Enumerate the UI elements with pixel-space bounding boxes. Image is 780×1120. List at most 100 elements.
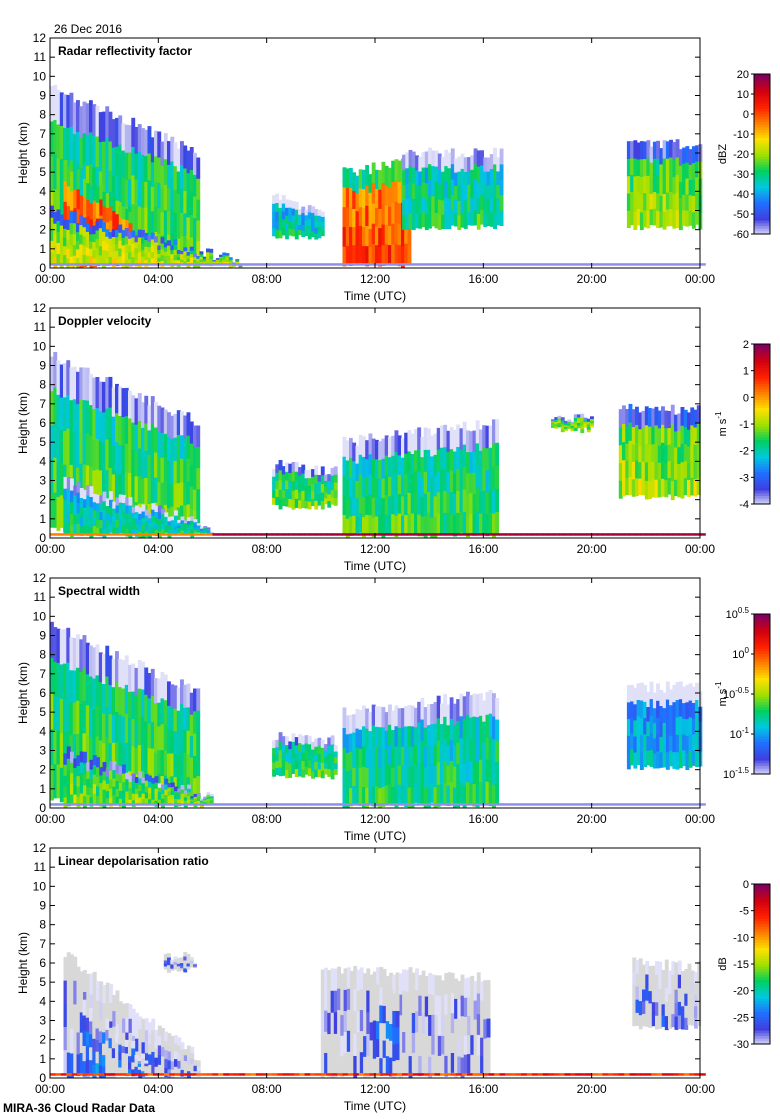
echo-cell [151,793,156,800]
clutter-cell [185,1073,192,1076]
echo-cell [189,443,194,466]
echo-cell [183,1060,188,1067]
echo-cell [138,1040,143,1054]
echo-cell [173,959,178,963]
echo-cell [187,523,191,528]
echo-cell [358,493,363,514]
echo-cell [115,236,119,245]
echo-cell [115,1042,119,1052]
echo-cell [483,999,488,1020]
echo-cell [72,102,77,135]
echo-cell [391,767,395,787]
echo-cell [408,213,413,230]
echo-cell [437,199,442,215]
echo-cell [560,417,565,421]
echo-cell [577,425,581,429]
echo-cell [681,971,685,984]
echo-cell [630,748,634,766]
echo-cell [99,511,104,521]
echo-cell [483,198,488,214]
echo-cell [170,968,175,971]
echo-cell [170,1060,175,1070]
colorbar-cell [754,188,770,192]
echo-cell [368,786,373,806]
clutter-cell [77,803,83,806]
echo-cell [118,517,123,526]
echo-cell [56,124,61,159]
colorbar-cell [754,357,770,361]
echo-cell [144,797,149,805]
echo-cell [202,260,207,263]
echo-cell [631,444,636,462]
echo-cell [193,196,197,219]
clutter-cell [510,533,517,536]
echo-cell [643,141,647,160]
echo-cell [157,1035,162,1046]
echo-cell [669,191,673,209]
x-tick-label: 08:00 [252,542,282,556]
colorbar-cell [754,215,770,219]
echo-cell [96,494,100,504]
colorbar-cell [754,956,770,960]
echo-cell [496,157,501,172]
echo-cell [362,786,366,808]
echo-cell [187,1058,191,1065]
clutter-cell [499,803,506,806]
clutter-cell [635,533,641,536]
echo-cell [499,210,504,226]
echo-cell [345,168,350,189]
echo-cell [66,746,71,759]
echo-cell [420,719,425,741]
echo-cell [83,795,87,808]
echo-cell [355,228,360,247]
echo-cell [362,207,366,227]
echo-cell [79,1032,84,1053]
echo-cell [291,222,296,230]
echo-cell [121,1039,126,1047]
echo-cell [203,531,208,533]
clutter-cell [152,803,159,806]
echo-cell [79,991,84,1013]
echo-cell [392,1043,397,1062]
clutter-cell [505,803,511,806]
echo-cell [365,245,369,267]
echo-cell [366,1033,371,1056]
echo-cell [567,426,572,429]
echo-cell [670,461,675,482]
echo-cell [118,1059,123,1068]
echo-cell [161,789,165,795]
echo-cell [456,785,461,808]
clutter-cell [196,533,203,536]
echo-cell [472,514,477,536]
ground-clutter [50,803,706,806]
echo-cell [488,690,493,714]
echo-cell [355,175,360,194]
echo-cell [154,247,158,254]
echo-cell [678,750,683,769]
echo-cell [652,707,657,724]
clutter-cell [217,1073,224,1076]
echo-cell [430,435,434,457]
clutter-cell [418,533,425,536]
clutter-cell [98,533,105,536]
echo-cell [349,714,353,734]
echo-cell [225,257,230,260]
echo-cell [696,476,701,495]
echo-cell [444,973,449,995]
echo-cell [311,483,315,492]
echo-cell [196,526,201,530]
echo-cell [238,266,243,268]
clutter-cell [347,263,354,266]
echo-cell [684,1017,689,1030]
echo-cell [170,530,175,535]
echo-cell [281,497,286,507]
echo-cell [144,525,149,532]
clutter-cell [678,1073,685,1076]
clutter-cell [667,263,674,266]
echo-cell [170,966,175,969]
clutter-cell [689,263,695,266]
echo-cell [209,799,214,803]
echo-cell [662,737,667,753]
clutter-cell [310,263,316,266]
echo-cell [154,206,158,232]
